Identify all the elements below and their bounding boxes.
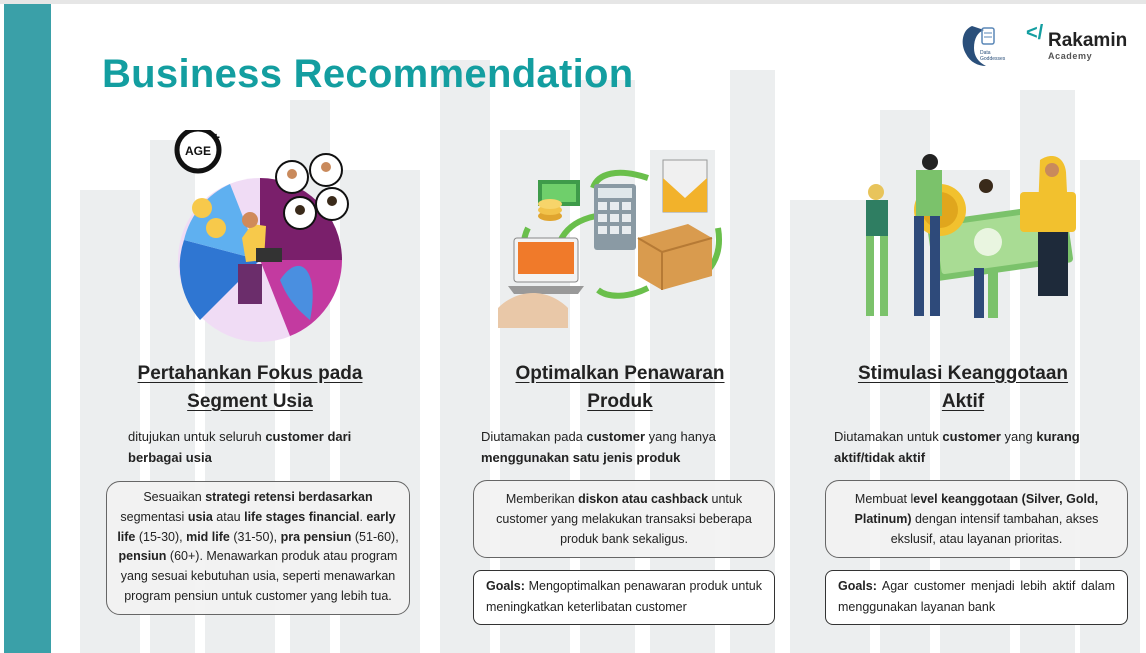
col1-strategy-box: Sesuaikan strategi retensi berdasarkan s…	[106, 481, 410, 615]
rakamin-sub: Academy	[1048, 51, 1093, 61]
membership-illustration	[866, 154, 1076, 318]
data-goddesses-logo	[962, 26, 995, 66]
data-goddesses-wordmark: Data Goddesses	[980, 50, 1006, 62]
col2-description: Diutamakan pada customer yang hanya meng…	[481, 429, 716, 465]
col3-description: Diutamakan untuk customer yang kurang ak…	[834, 429, 1080, 465]
top-border	[0, 0, 1146, 4]
col2-heading: Optimalkan Penawaran Produk	[515, 363, 725, 412]
col3-heading: Stimulasi Keanggotaan Aktif	[857, 363, 1069, 412]
svg-text:AGE: AGE	[185, 144, 211, 158]
col2-offer-box: Memberikan diskon atau cashback untuk cu…	[473, 480, 775, 558]
rakamin-logo: </ Rakamin Academy	[1026, 22, 1136, 64]
left-accent-bar	[4, 4, 51, 653]
rakamin-mark-icon: </	[1026, 22, 1044, 44]
age-segment-illustration: AGE +	[174, 130, 349, 342]
rakamin-name: Rakamin	[1048, 30, 1128, 51]
col3-goal-box: Goals: Agar customer menjadi lebih aktif…	[825, 570, 1128, 625]
col2-goal-box: Goals: Mengoptimalkan penawaran produk u…	[473, 570, 775, 625]
product-offer-illustration	[498, 159, 722, 328]
col1-description: ditujukan untuk seluruh customer dari be…	[128, 429, 352, 465]
col1-heading: Pertahankan Fokus pada Segment Usia	[137, 363, 363, 412]
page-title: Business Recommendation	[102, 52, 634, 96]
col3-membership-box: Membuat level keanggotaan (Silver, Gold,…	[825, 480, 1128, 558]
svg-text:+: +	[212, 130, 220, 145]
